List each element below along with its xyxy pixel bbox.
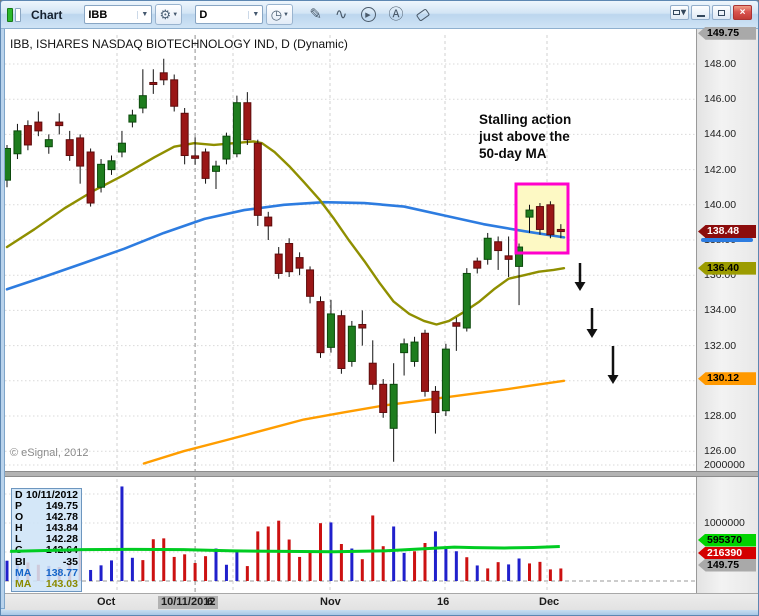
data-window-row: O 142.78 — [12, 512, 81, 523]
axis-price-badge: 216390 — [698, 546, 756, 560]
window-icon-white-bar — [15, 7, 21, 22]
data-window-row-label: P — [15, 500, 23, 513]
minimize-icon — [696, 14, 705, 17]
panel-splitter[interactable] — [5, 471, 758, 477]
data-window-row: MA 143.03 — [12, 577, 81, 590]
clock-icon: ◷ — [270, 6, 283, 22]
chart-client-area: IBB, ISHARES NASDAQ BIOTECHNOLOGY IND, D… — [4, 26, 758, 610]
data-window-row: H 143.84 — [12, 523, 81, 534]
axis-tick-label: 1000000 — [704, 517, 745, 529]
maximize-icon — [718, 9, 725, 16]
axis-tick-label: 126.00 — [704, 445, 737, 458]
data-window-row-value: -35 — [62, 555, 78, 568]
time-axis-label: Oct — [97, 596, 116, 608]
data-window-row-value: 142.28 — [45, 533, 78, 546]
data-window: D 10/11/2012 P 149.75 O 142.78 H 143.84 L 142.28 C… — [11, 488, 82, 592]
axis-tick-label: 2000000 — [704, 459, 745, 471]
popout-icon — [672, 10, 680, 15]
chevron-down-icon[interactable]: ▼ — [137, 10, 148, 19]
data-window-row: C 142.64 — [12, 545, 81, 556]
time-axis[interactable]: Oct 10/11/2012 6 Nov 16 Dec — [5, 593, 758, 610]
symbol-combo-value: IBB — [88, 8, 108, 21]
axis-price-badge: 136.40 — [698, 261, 756, 275]
chevron-down-icon: ▼ — [172, 11, 179, 18]
data-window-row-label: L — [15, 533, 22, 546]
data-window-row-label: MA — [15, 566, 32, 579]
chevron-down-icon: ▾ — [680, 6, 687, 18]
play-icon[interactable]: ▶ — [360, 7, 376, 22]
axis-price-badge: 138.48 — [698, 225, 756, 239]
window-icon — [7, 7, 21, 22]
axis-tick-label: 128.00 — [704, 410, 737, 422]
chart-symbol-title: IBB, ISHARES NASDAQ BIOTECHNOLOGY IND, D… — [10, 37, 348, 51]
data-window-row-value: 149.75 — [45, 500, 78, 513]
chart-canvas[interactable] — [5, 29, 696, 593]
axis-price-badge: 130.12 — [698, 372, 756, 386]
eraser-icon[interactable] — [415, 7, 430, 22]
window-icon-green-bar — [7, 7, 13, 22]
maximize-button[interactable] — [712, 5, 731, 20]
axis-tick-label: 132.00 — [704, 339, 737, 352]
copyright-text: © eSignal, 2012 — [10, 447, 89, 459]
data-window-row-label: MA — [15, 577, 32, 590]
titlebar[interactable]: Chart IBB ▼ ⚙ ▼ D ▼ ◷ ▼ ✎ ∿ ▶ Ⓐ ▾ — [1, 1, 758, 29]
draw-pencil-icon[interactable]: ✎ — [309, 6, 322, 23]
popout-button[interactable]: ▾ — [670, 5, 689, 20]
annotation-text: Stalling action just above the 50-day MA — [479, 112, 572, 161]
data-window-row-label: BI — [15, 555, 26, 568]
axis-tick-label: 142.00 — [704, 163, 737, 176]
close-button[interactable]: × — [733, 5, 752, 20]
data-window-row-label: H — [15, 522, 23, 535]
data-window-row: MA 138.77 — [12, 566, 81, 579]
data-window-row: P 149.75 — [12, 500, 81, 513]
axis-price-badge: 149.75 — [698, 26, 756, 40]
axis-tick-label: 134.00 — [704, 304, 737, 317]
price-axis[interactable]: 148.00146.00144.00142.00140.00138.00136.… — [696, 26, 758, 593]
annotation-a-icon[interactable]: Ⓐ — [388, 6, 404, 23]
symbol-settings-button[interactable]: ⚙ ▼ — [155, 4, 183, 25]
data-window-row-label: O — [15, 511, 24, 524]
minimize-button[interactable] — [691, 5, 710, 20]
close-icon: × — [739, 6, 746, 18]
gear-icon: ⚙ — [159, 6, 172, 22]
data-window-row: L 142.28 — [12, 534, 81, 545]
symbol-combo[interactable]: IBB ▼ — [84, 5, 153, 24]
axis-price-badge: 149.75 — [698, 558, 756, 572]
axis-tick-label: 144.00 — [704, 128, 737, 141]
time-axis-selected-date: 10/11/2012 — [158, 596, 219, 609]
axis-tick-label: 148.00 — [704, 58, 737, 70]
data-window-row-value: 142.78 — [45, 511, 78, 524]
study-line-icon[interactable]: ∿ — [334, 6, 348, 23]
data-window-row-value: 10/11/2012 — [26, 489, 78, 501]
time-axis-label: Dec — [539, 596, 560, 608]
axis-tick-label: 140.00 — [704, 198, 737, 211]
data-window-row-value: 138.77 — [45, 566, 78, 579]
data-window-row-label: C — [15, 544, 23, 557]
data-window-row-value: 143.03 — [45, 577, 78, 590]
chevron-down-icon: ▼ — [283, 11, 289, 18]
time-axis-label: 16 — [437, 596, 450, 608]
data-window-row-label: D — [15, 489, 23, 501]
interval-combo-value: D — [199, 8, 208, 21]
data-window-row: BI -35 — [12, 555, 81, 568]
axis-tick-label: 146.00 — [704, 93, 737, 106]
axis-price-badge: 595370 — [698, 533, 756, 547]
window-title: Chart — [31, 7, 63, 22]
data-window-row-value: 143.84 — [45, 522, 78, 535]
interval-combo[interactable]: D ▼ — [195, 5, 264, 24]
time-axis-label: 6 — [207, 596, 214, 608]
data-window-row-value: 142.64 — [45, 544, 78, 557]
ma-badge-blue-sliver — [701, 238, 753, 242]
time-template-button[interactable]: ◷ ▼ — [266, 4, 294, 25]
chevron-down-icon[interactable]: ▼ — [248, 10, 259, 19]
time-axis-label: Nov — [320, 596, 341, 608]
data-window-row: D 10/11/2012 — [12, 489, 81, 501]
